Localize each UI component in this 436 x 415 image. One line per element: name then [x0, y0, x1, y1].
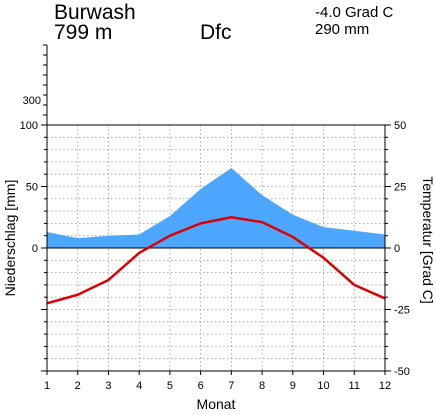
station-elevation: 799 m — [54, 21, 113, 44]
x-axis-title: Monat — [197, 396, 236, 412]
x-axis-tick-label: 7 — [228, 380, 234, 392]
right-axis-tick-label: -25 — [394, 305, 410, 317]
chart-marks — [46, 168, 386, 305]
x-axis-tick-label: 8 — [259, 380, 265, 392]
right-axis-tick-label: -50 — [394, 366, 410, 378]
right-axis-tick-label: 50 — [394, 120, 406, 132]
x-axis-tick-label: 4 — [136, 380, 142, 392]
x-axis-tick-label: 3 — [105, 380, 111, 392]
right-axis-title: Temperatur [Grad C] — [420, 176, 436, 304]
x-axis-tick-label: 1 — [44, 380, 50, 392]
x-axis-tick-label: 11 — [349, 380, 360, 392]
left-axis-tick-label: 0 — [32, 243, 38, 255]
station-name: Burwash — [54, 1, 136, 24]
right-axis-tick-label: 25 — [394, 182, 406, 194]
x-axis-tick-label: 6 — [198, 380, 204, 392]
x-axis-tick-label: 9 — [290, 380, 296, 392]
x-axis-tick-label: 10 — [317, 380, 329, 392]
left-axis-title: Niederschlag [mm] — [2, 180, 18, 297]
annual-temperature: -4.0 Grad C — [315, 4, 394, 21]
right-axis-tick-label: 0 — [394, 243, 400, 255]
x-axis-tick-label: 12 — [379, 380, 391, 392]
x-axis-tick-label: 5 — [167, 380, 173, 392]
precipitation-area — [47, 168, 385, 248]
left-axis-upper-tick-label: 300 — [23, 95, 41, 107]
left-axis-tick-label: 50 — [26, 182, 38, 194]
grid — [46, 124, 386, 372]
axes — [41, 44, 391, 375]
annual-precipitation: 290 mm — [315, 21, 370, 38]
temperature-line — [46, 216, 386, 305]
x-axis-tick-label: 2 — [75, 380, 81, 392]
climate-class: Dfc — [200, 21, 232, 44]
left-axis-tick-label: 100 — [20, 120, 38, 132]
